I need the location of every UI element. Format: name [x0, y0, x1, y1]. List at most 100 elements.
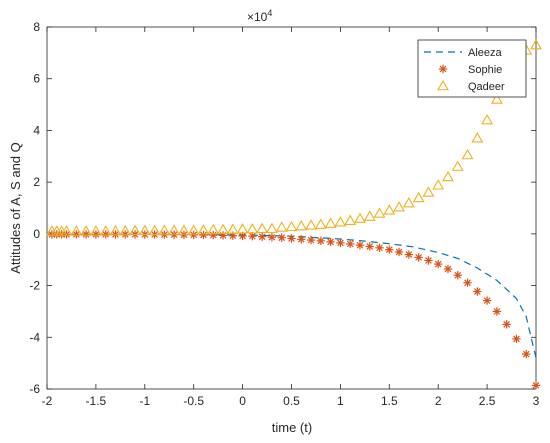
aleeza-line	[46, 233, 537, 359]
qadeer-point	[383, 204, 396, 215]
qadeer-point	[217, 223, 229, 235]
legend-sophie-swatch	[438, 64, 448, 74]
sophie-point	[91, 230, 101, 239]
qadeer-point	[226, 223, 239, 234]
qadeer-point	[99, 225, 112, 236]
series-aleeza	[46, 233, 537, 359]
sophie-point	[443, 264, 453, 274]
sophie-point	[414, 253, 423, 262]
sophie-point	[512, 334, 521, 344]
qadeer-point	[324, 217, 337, 228]
qadeer-point	[158, 224, 171, 235]
sophie-point	[375, 243, 384, 253]
qadeer-point	[177, 224, 190, 235]
sophie-point	[394, 247, 404, 257]
qadeer-point	[490, 93, 503, 104]
qadeer-point	[402, 196, 415, 208]
y-tick-label: 6	[33, 72, 40, 86]
qadeer-point	[354, 212, 366, 223]
qadeer-point	[471, 132, 484, 143]
sophie-point	[306, 235, 316, 245]
sophie-point	[355, 241, 365, 250]
qadeer-point	[432, 179, 445, 190]
sophie-point	[434, 259, 443, 269]
qadeer-point	[305, 219, 318, 230]
series-qadeer	[45, 38, 542, 236]
sophie-point	[199, 230, 208, 240]
qadeer-point	[373, 207, 386, 218]
qadeer-point	[285, 220, 298, 232]
qadeer-point	[412, 191, 425, 203]
x-tick-label: 1	[337, 394, 344, 408]
y-tick-label: -2	[29, 279, 40, 293]
qadeer-point	[89, 225, 102, 236]
sophie-point	[189, 230, 198, 240]
sophie-point	[72, 230, 81, 239]
qadeer-point	[344, 214, 357, 225]
qadeer-point	[168, 224, 181, 235]
qadeer-point	[442, 170, 454, 182]
sophie-point	[257, 232, 267, 241]
qadeer-point	[236, 223, 249, 234]
qadeer-point	[451, 160, 464, 171]
sophie-point	[326, 237, 335, 247]
x-tick-label: 2	[435, 394, 442, 408]
x-tick-label: 1.5	[381, 394, 398, 408]
sophie-point	[492, 307, 502, 316]
y-axis-multiplier: ×104	[247, 8, 272, 24]
x-tick-label: -1.5	[86, 394, 107, 408]
sophie-point	[297, 235, 306, 244]
x-tick-label: 2.5	[479, 394, 496, 408]
qadeer-point	[422, 186, 435, 197]
sophie-point	[463, 278, 472, 287]
qadeer-point	[80, 225, 93, 236]
x-tick-label: 0	[239, 394, 246, 408]
qadeer-point	[207, 223, 220, 235]
qadeer-point	[265, 222, 278, 233]
qadeer-point	[461, 148, 474, 160]
qadeer-point	[481, 113, 494, 125]
qadeer-point	[393, 201, 406, 212]
x-axis-ticks: -2 -1.5 -1 -0.5 0 0.5 1 1.5 2 2.5 3	[42, 27, 540, 408]
sophie-point	[385, 245, 394, 254]
qadeer-point	[109, 224, 122, 236]
y-tick-label: 8	[33, 20, 40, 34]
y-tick-label: -6	[29, 382, 40, 396]
y-tick-label: 0	[33, 227, 40, 241]
qadeer-point	[60, 225, 73, 236]
sophie-point	[522, 349, 531, 359]
sophie-point	[345, 239, 355, 249]
sophie-point	[424, 256, 433, 265]
sophie-point	[531, 381, 541, 390]
x-tick-label: 0.5	[283, 394, 300, 408]
qadeer-point	[246, 223, 259, 234]
sophie-point	[482, 296, 492, 305]
sophie-point	[502, 320, 511, 329]
legend-box	[417, 39, 527, 98]
series-layer	[45, 38, 542, 390]
qadeer-point	[138, 224, 151, 236]
x-tick-label: -1	[139, 394, 150, 408]
sophie-point	[267, 233, 277, 242]
sophie-point	[365, 242, 374, 251]
sophie-point	[81, 230, 91, 239]
sophie-point	[473, 287, 482, 296]
sophie-point	[287, 234, 296, 243]
x-tick-label: -0.5	[183, 394, 204, 408]
qadeer-point	[363, 210, 376, 221]
legend: Aleeza Sophie Qadeer	[417, 39, 527, 98]
qadeer-point	[295, 219, 308, 231]
qadeer-point	[187, 224, 200, 235]
sophie-point	[404, 250, 414, 259]
sophie-point	[336, 238, 345, 248]
y-axis-label: Attitudes of A, S and Q	[8, 142, 23, 274]
qadeer-point	[197, 224, 210, 235]
x-axis-label: time (t)	[272, 420, 312, 435]
legend-label: Sophie	[468, 64, 502, 76]
legend-label: Aleeza	[468, 47, 503, 59]
x-tick-label: -2	[42, 394, 53, 408]
qadeer-point	[70, 225, 83, 236]
y-tick-label: 4	[33, 123, 40, 137]
qadeer-point	[530, 38, 542, 50]
qadeer-point	[129, 224, 141, 236]
